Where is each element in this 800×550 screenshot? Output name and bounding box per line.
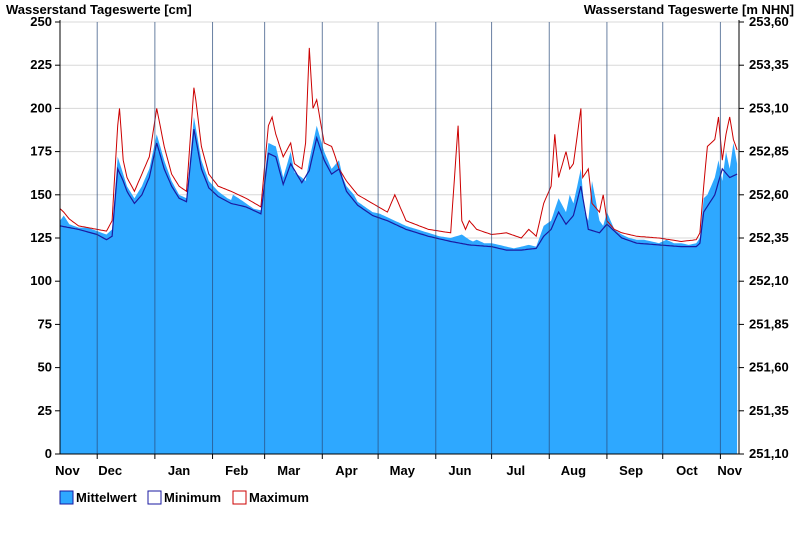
x-tick-label: Sep (619, 463, 643, 478)
right-tick-label: 253,35 (749, 57, 789, 72)
month-divider-layer (96, 22, 721, 454)
left-tick-label: 25 (38, 403, 52, 418)
left-tick-label: 175 (30, 144, 52, 159)
x-tick-label: Dec (98, 463, 122, 478)
right-tick-label: 252,10 (749, 273, 789, 288)
series-mean-area (60, 117, 738, 454)
right-axis-title: Wasserstand Tageswerte [m NHN] (584, 2, 794, 17)
legend: Mittelwert Minimum Maximum (59, 490, 309, 505)
left-tick-label: 225 (30, 57, 52, 72)
legend-swatch-max (232, 490, 247, 505)
right-tick-label: 253,60 (749, 14, 789, 29)
right-tick-label: 252,60 (749, 187, 789, 202)
x-tick-label: Apr (335, 463, 357, 478)
series-layer (59, 47, 738, 454)
left-axis-title: Wasserstand Tageswerte [cm] (6, 2, 192, 17)
legend-swatch-mean (59, 490, 74, 505)
x-tick-label: Jun (448, 463, 471, 478)
right-tick-label: 251,10 (749, 446, 789, 461)
series-minimum-line (59, 128, 738, 251)
axes-layer (59, 20, 740, 455)
legend-swatch-min (147, 490, 162, 505)
x-tick-label: May (390, 463, 416, 478)
legend-label-max: Maximum (249, 490, 309, 505)
x-tick-label: Jan (168, 463, 190, 478)
right-tick-label: 253,10 (749, 100, 789, 115)
left-tick-label: 0 (45, 446, 52, 461)
x-tick-label: Oct (676, 463, 698, 478)
left-tick-label: 250 (30, 14, 52, 29)
x-tick-label: Nov (55, 463, 80, 478)
right-tick-label: 251,85 (749, 316, 789, 331)
legend-label-mean: Mittelwert (76, 490, 137, 505)
left-tick-label: 100 (30, 273, 52, 288)
left-tick-label: 200 (30, 100, 52, 115)
left-tick-label: 125 (30, 230, 52, 245)
x-tick-label: Mar (277, 463, 300, 478)
x-tick-label: Jul (506, 463, 525, 478)
series-maximum-line (59, 47, 738, 243)
x-tick-label: Feb (225, 463, 248, 478)
left-tick-label: 75 (38, 316, 52, 331)
left-tick-label: 150 (30, 187, 52, 202)
x-tick-label: Nov (717, 463, 742, 478)
right-tick-label: 251,35 (749, 403, 789, 418)
ticks-layer: 0 251,10 25 251,35 50 251,60 75 251,85 100 252,10… (30, 14, 788, 478)
right-tick-label: 252,85 (749, 144, 789, 159)
left-tick-label: 50 (38, 360, 52, 375)
right-tick-label: 252,35 (749, 230, 789, 245)
right-tick-label: 251,60 (749, 360, 789, 375)
legend-label-min: Minimum (164, 490, 221, 505)
x-tick-label: Aug (561, 463, 586, 478)
